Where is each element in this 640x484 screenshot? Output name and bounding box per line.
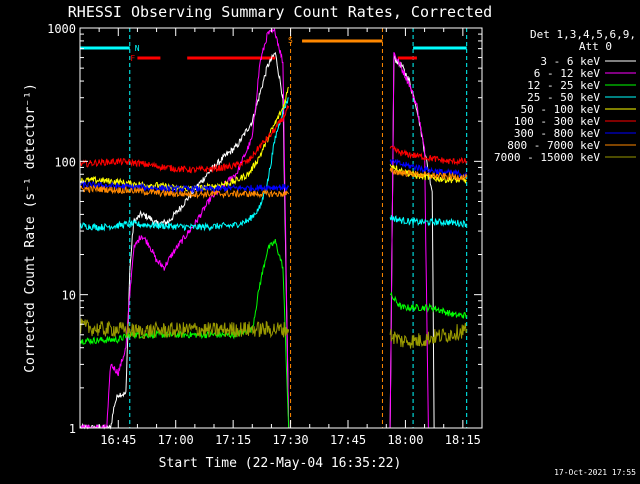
- series-line-5-post-saa: [389, 145, 468, 166]
- legend-header-line-1: Det 1,3,4,5,6,9,: [530, 28, 636, 41]
- series-line-7-post-saa: [389, 167, 468, 182]
- flags-layer: NF S: [80, 36, 467, 63]
- series-line-1-post-saa: [389, 52, 429, 429]
- flare-flag-label: F: [130, 54, 135, 63]
- legend-label-4: 50 - 100 keV: [521, 103, 601, 116]
- chart-title: RHESSI Observing Summary Count Rates, Co…: [68, 3, 492, 21]
- x-tick-label-1: 17:00: [158, 433, 194, 447]
- x-tick-label-4: 17:45: [330, 433, 366, 447]
- series-line-8-post-saa: [389, 322, 468, 349]
- x-axis-label: Start Time (22-May-04 16:35:22): [159, 456, 402, 471]
- y-tick-label-2: 100: [54, 155, 76, 169]
- legend-label-0: 3 - 6 keV: [540, 55, 600, 68]
- y-tick-label-1: 10: [62, 289, 76, 303]
- x-tick-label-2: 17:15: [215, 433, 251, 447]
- x-tick-label-6: 18:15: [445, 433, 481, 447]
- series-line-2-post-saa: [389, 291, 468, 319]
- legend-header-line-2: Att 0: [579, 40, 612, 53]
- series-line-5-pre-saa: [79, 105, 290, 174]
- night-flag-label: N: [135, 44, 140, 53]
- series-line-4-pre-saa: [79, 86, 290, 193]
- series-line-0-pre-saa: [79, 51, 290, 430]
- legend-label-5: 100 - 300 keV: [514, 115, 600, 128]
- legend-label-2: 12 - 25 keV: [527, 79, 600, 92]
- y-tick-label-3: 1000: [47, 22, 76, 36]
- series-line-3-post-saa: [389, 215, 467, 228]
- saa-flag-label: S: [288, 36, 293, 45]
- series-line-6-pre-saa: [79, 180, 290, 195]
- series-line-8-pre-saa: [79, 318, 290, 339]
- legend-label-6: 300 - 800 keV: [514, 127, 600, 140]
- legend-label-3: 25 - 50 keV: [527, 91, 600, 104]
- plot-frame: [79, 27, 483, 429]
- y-axis-label: Corrected Count Rate (s⁻¹ detector⁻¹): [23, 83, 38, 373]
- x-tick-label-0: 16:45: [100, 433, 136, 447]
- x-tick-label-5: 18:00: [387, 433, 423, 447]
- legend-label-1: 6 - 12 keV: [534, 67, 601, 80]
- x-tick-label-3: 17:30: [273, 433, 309, 447]
- series-line-7-pre-saa: [79, 184, 290, 200]
- series-line-2-pre-saa: [79, 238, 290, 429]
- series-layer: [79, 27, 468, 430]
- legend-label-7: 800 - 7000 keV: [507, 139, 600, 152]
- series-line-3-pre-saa: [79, 97, 289, 232]
- series-line-1-pre-saa: [80, 27, 290, 429]
- legend-label-8: 7000 - 15000 keV: [494, 151, 600, 164]
- y-tick-label-0: 1: [69, 422, 76, 436]
- series-line-6-post-saa: [389, 158, 468, 178]
- axes-layer: 16:45 17:00 17:15 17:30 17:45 18:00 18:15 1 10 10…: [47, 22, 483, 447]
- footer-timestamp: 17-Oct-2021 17:55: [554, 468, 636, 477]
